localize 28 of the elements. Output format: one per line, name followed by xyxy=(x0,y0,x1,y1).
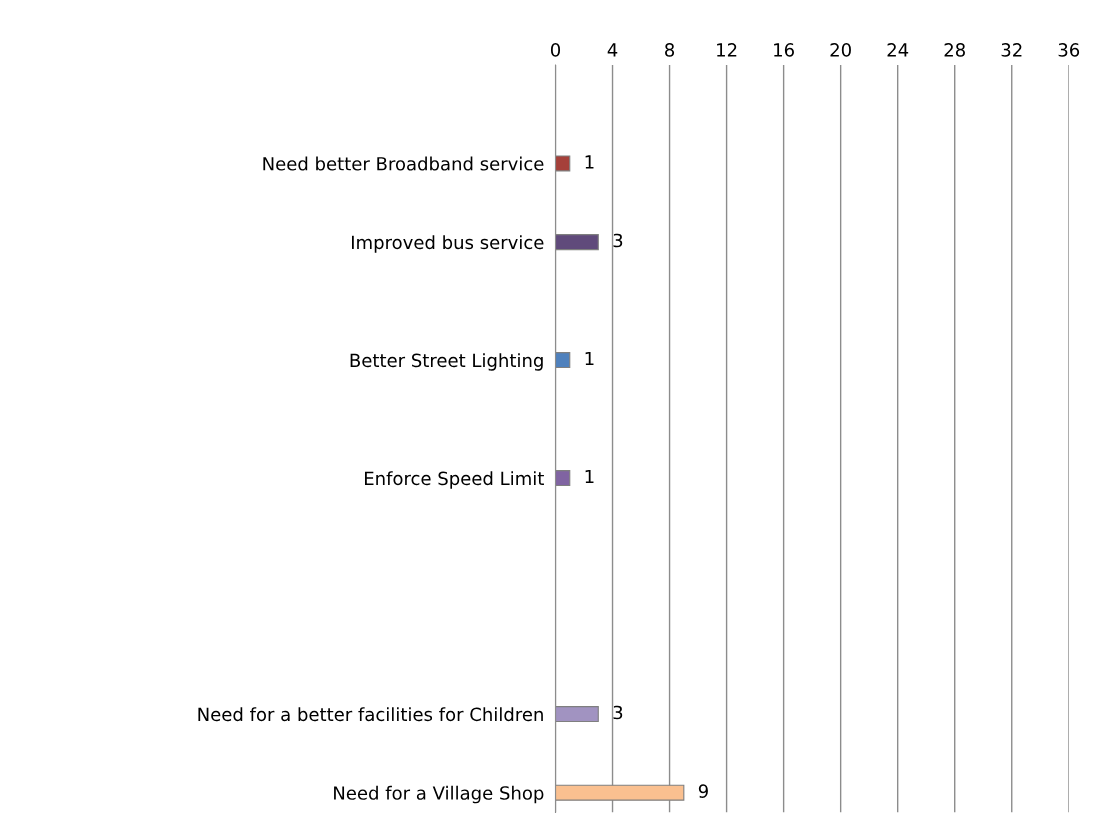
x-tick-label: 28 xyxy=(944,43,965,57)
y-tick-label: Better Street Lighting xyxy=(350,353,543,371)
x-tick-label: 16 xyxy=(774,43,794,57)
x-tick-label: 0 xyxy=(550,43,561,57)
x-tick-label: 20 xyxy=(830,43,851,57)
data-label: 3 xyxy=(613,233,623,248)
y-tick-label: Enforce Speed Limit xyxy=(365,471,544,489)
x-tick-label: 8 xyxy=(665,43,675,57)
data-label: 1 xyxy=(585,155,594,169)
bar xyxy=(555,784,685,801)
bar xyxy=(555,706,599,723)
y-tick-label: Improved bus service xyxy=(352,235,544,253)
bar xyxy=(555,155,571,172)
x-tick-label: 4 xyxy=(607,43,618,57)
data-label: 1 xyxy=(585,469,594,484)
y-tick-label: Need for a better facilities for Children xyxy=(198,707,543,722)
x-tick-label: 24 xyxy=(887,43,909,57)
data-label: 3 xyxy=(613,705,623,720)
bar xyxy=(555,352,571,369)
x-tick-label: 12 xyxy=(717,43,737,57)
bar xyxy=(555,234,599,251)
data-label: 9 xyxy=(698,784,708,798)
y-tick-label: Need for a Village Shop xyxy=(334,785,544,804)
x-tick-label: 36 xyxy=(1058,43,1080,57)
bar xyxy=(555,470,571,487)
x-tick-label: 32 xyxy=(1001,43,1022,57)
y-tick-label: Need better Broadband service xyxy=(263,156,544,171)
data-label: 1 xyxy=(585,351,594,366)
